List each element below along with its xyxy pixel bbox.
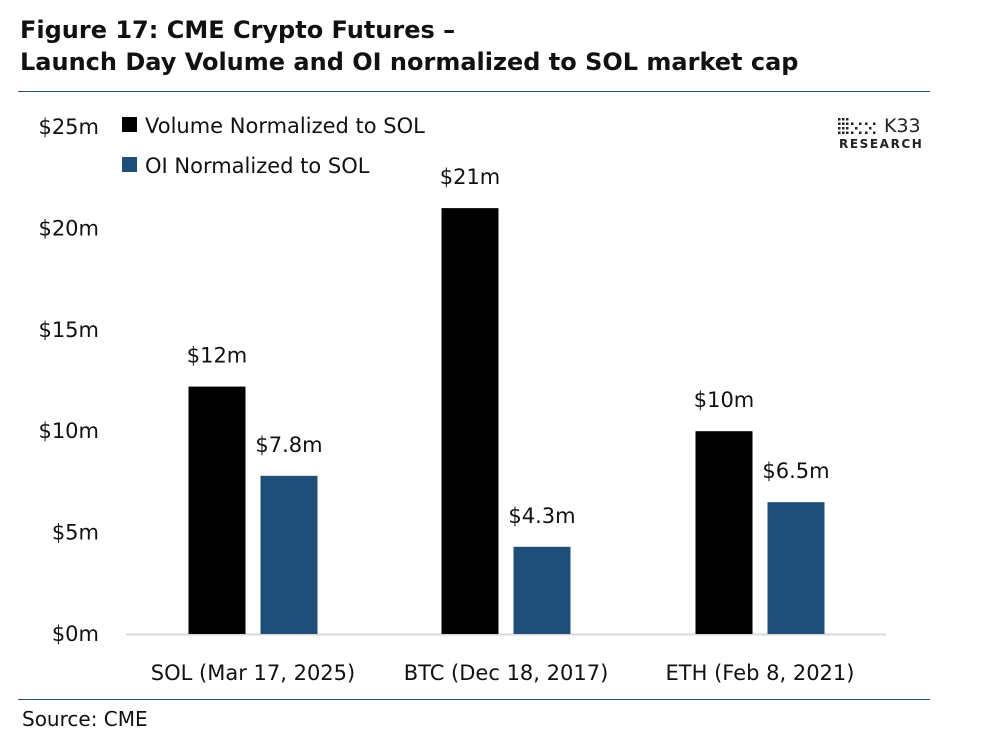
legend-label-volume: Volume Normalized to SOL bbox=[145, 114, 425, 138]
y-tick-label: $0m bbox=[52, 622, 99, 646]
y-tick-label: $10m bbox=[38, 419, 99, 443]
bar-oi bbox=[260, 475, 318, 634]
bar-volume bbox=[188, 386, 246, 634]
chart-title: Figure 17: CME Crypto Futures – Launch D… bbox=[20, 14, 960, 78]
y-tick-label: $5m bbox=[52, 521, 99, 545]
legend-swatch-oi bbox=[122, 157, 137, 172]
data-label: $21m bbox=[440, 165, 501, 189]
data-label: $10m bbox=[694, 388, 755, 412]
data-label: $7.8m bbox=[255, 433, 322, 457]
title-line-1: Figure 17: CME Crypto Futures – bbox=[20, 16, 456, 44]
y-tick-label: $25m bbox=[38, 115, 99, 139]
data-label: $4.3m bbox=[508, 504, 575, 528]
k33-logo-mark-icon bbox=[838, 118, 876, 134]
title-line-2: Launch Day Volume and OI normalized to S… bbox=[20, 48, 799, 76]
x-tick-label: BTC (Dec 18, 2017) bbox=[404, 661, 609, 685]
data-label: $6.5m bbox=[762, 459, 829, 483]
y-tick-label: $15m bbox=[38, 318, 99, 342]
title-divider bbox=[18, 91, 930, 92]
legend-label-oi: OI Normalized to SOL bbox=[145, 154, 370, 178]
bar-oi bbox=[513, 546, 571, 634]
x-tick-label: SOL (Mar 17, 2025) bbox=[151, 661, 355, 685]
bar-oi bbox=[767, 502, 825, 634]
logo-research-text: RESEARCH bbox=[839, 137, 924, 151]
k33-research-logo: K33 RESEARCH bbox=[838, 116, 933, 156]
y-tick-label: $20m bbox=[38, 216, 99, 240]
bar-volume bbox=[441, 208, 499, 634]
legend-swatch-volume bbox=[122, 117, 137, 132]
data-label: $12m bbox=[187, 344, 248, 368]
logo-k33-text: K33 bbox=[884, 115, 921, 137]
bar-volume bbox=[695, 431, 753, 634]
x-tick-label: ETH (Feb 8, 2021) bbox=[666, 661, 855, 685]
bar-chart: $0m $5m $10m $15m $20m $25m $12m $7.8m SOL (Mar … bbox=[38, 114, 886, 685]
footer-divider bbox=[18, 699, 930, 700]
source-note: Source: CME bbox=[22, 707, 148, 731]
